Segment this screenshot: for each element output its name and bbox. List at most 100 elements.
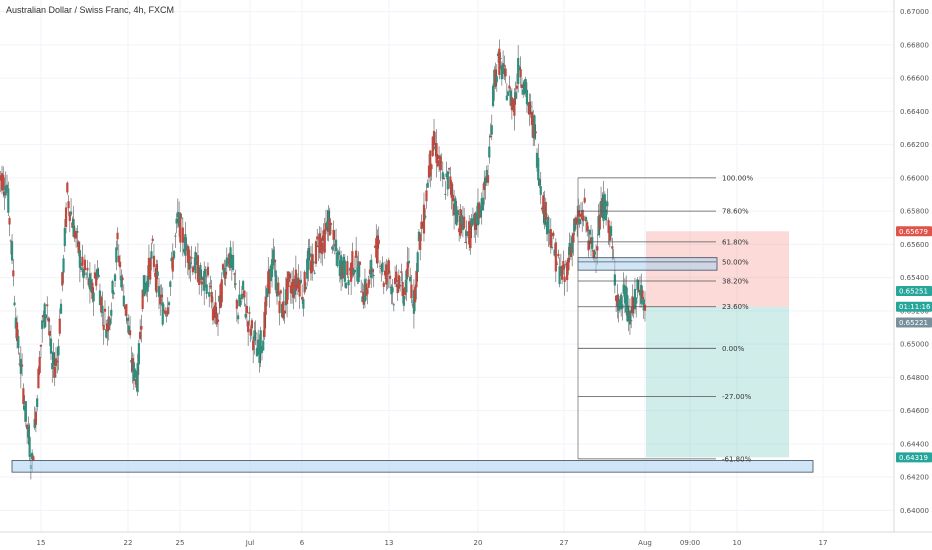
candle-body bbox=[366, 288, 369, 295]
candle-body bbox=[301, 296, 304, 300]
candle-body bbox=[32, 456, 35, 461]
candle-body bbox=[375, 238, 378, 258]
candle-body bbox=[390, 286, 393, 295]
candle-body bbox=[307, 247, 310, 270]
candle-body bbox=[259, 330, 262, 354]
candle-body bbox=[125, 304, 128, 317]
candle-body bbox=[4, 185, 7, 196]
candle-body bbox=[249, 328, 252, 336]
candle-body bbox=[466, 231, 470, 233]
candle-body bbox=[311, 253, 314, 273]
candle-body bbox=[453, 203, 456, 216]
candle-body bbox=[303, 271, 306, 293]
candle-body bbox=[572, 233, 575, 243]
fib-level-label: -61.80% bbox=[722, 455, 752, 463]
candle-body bbox=[247, 321, 250, 333]
candle-body bbox=[338, 259, 341, 277]
candle-body bbox=[535, 152, 539, 168]
candle-body bbox=[279, 290, 282, 294]
candle-body bbox=[444, 193, 447, 195]
candle-body bbox=[563, 276, 566, 282]
candle-body bbox=[331, 246, 334, 250]
candle-body bbox=[336, 252, 339, 267]
candle-body bbox=[638, 290, 642, 296]
candle-body bbox=[461, 217, 465, 230]
candle-body bbox=[599, 201, 603, 218]
candle-body bbox=[345, 282, 348, 289]
candle-body bbox=[581, 210, 584, 220]
price-tick-label: 0.66200 bbox=[900, 141, 929, 149]
candle-body bbox=[275, 283, 279, 297]
time-tick-label: 17 bbox=[819, 539, 828, 547]
candle-body bbox=[5, 184, 9, 189]
risk-reward-tool[interactable] bbox=[646, 231, 789, 458]
price-zones[interactable] bbox=[11, 257, 814, 473]
price-axis[interactable]: 0.67000 0.66800 0.66600 0.66400 0.66200 0.660… bbox=[900, 8, 929, 515]
fibonacci-extension-tool[interactable]: 100.00% 78.60% 61.80% 50.00% 38.20% 23.60% 0.0… bbox=[577, 174, 753, 463]
candle-body bbox=[578, 218, 581, 225]
candle-body bbox=[264, 296, 267, 315]
candle-body bbox=[66, 182, 69, 193]
candle-body bbox=[427, 165, 431, 178]
candle-body bbox=[289, 285, 292, 294]
candle-body bbox=[214, 302, 217, 318]
candle-body bbox=[0, 173, 4, 191]
candle-body bbox=[417, 231, 421, 242]
candle-body bbox=[201, 277, 205, 281]
candle-body bbox=[468, 221, 471, 245]
candle-body bbox=[377, 239, 380, 245]
candle-body bbox=[522, 89, 525, 95]
candle-body bbox=[52, 352, 55, 366]
candle-body bbox=[318, 233, 321, 254]
price-tick-label: 0.64200 bbox=[900, 474, 929, 482]
candle-body bbox=[376, 235, 379, 264]
candle-body bbox=[43, 303, 46, 328]
candle-body bbox=[231, 254, 235, 270]
candle-body bbox=[149, 259, 152, 280]
candle-body bbox=[552, 232, 555, 237]
candle-body bbox=[107, 316, 110, 330]
candle-body bbox=[410, 284, 413, 299]
candle-body bbox=[537, 157, 540, 181]
candle-body bbox=[76, 230, 79, 233]
chart-title: Australian Dollar / Swiss Franc, 4h, FXC… bbox=[6, 5, 175, 15]
candle-body bbox=[136, 363, 139, 393]
candle-body bbox=[495, 75, 498, 83]
candle-body bbox=[194, 251, 197, 274]
candle-body bbox=[458, 228, 461, 233]
candle-body bbox=[469, 222, 472, 249]
candle-body bbox=[297, 277, 300, 289]
candle-body bbox=[208, 292, 211, 297]
candle-body bbox=[115, 247, 118, 263]
candle-body bbox=[525, 89, 529, 105]
candle-body bbox=[24, 401, 27, 422]
candle-body bbox=[625, 286, 628, 313]
candle-body bbox=[36, 398, 39, 408]
candle-body bbox=[514, 92, 517, 99]
candle-body bbox=[463, 216, 466, 229]
time-tick-label: 25 bbox=[176, 539, 185, 547]
candle-body bbox=[181, 227, 184, 243]
candle-body bbox=[392, 304, 395, 306]
candle-body bbox=[128, 330, 132, 336]
candle-body bbox=[189, 262, 192, 269]
candle-body bbox=[435, 143, 438, 163]
candle-body bbox=[83, 259, 86, 271]
candle-body bbox=[100, 296, 103, 313]
candle-body bbox=[432, 130, 436, 146]
candle-body bbox=[67, 201, 70, 209]
candle-body bbox=[229, 247, 232, 268]
candle-body bbox=[488, 146, 491, 158]
candle-body bbox=[309, 260, 313, 274]
price-tick-label: 0.66800 bbox=[900, 41, 929, 49]
candle-body bbox=[164, 310, 167, 315]
candle-body bbox=[225, 257, 228, 267]
candle-body bbox=[510, 97, 513, 111]
time-axis[interactable]: 15 22 25 Jul 6 13 20 27 Aug 09:00 10 17 bbox=[37, 539, 828, 547]
candle-body bbox=[373, 246, 377, 248]
candle-body bbox=[174, 235, 177, 237]
candle-body bbox=[170, 257, 173, 262]
candle-body bbox=[416, 252, 419, 273]
candle-body bbox=[346, 261, 349, 276]
